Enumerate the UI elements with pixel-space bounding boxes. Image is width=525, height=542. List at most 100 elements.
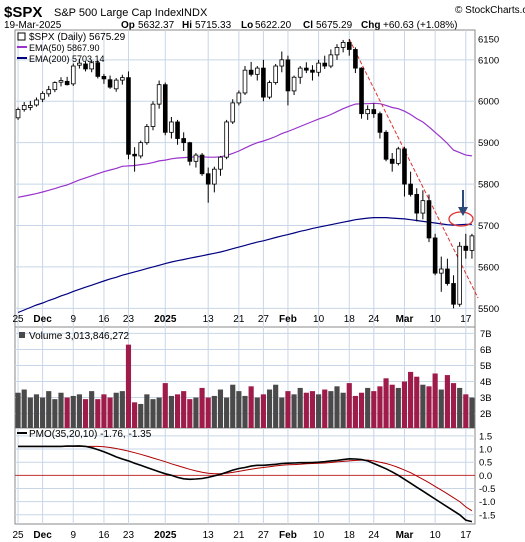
candle-body [230, 102, 236, 123]
candle-body [77, 62, 82, 66]
volume-bar [450, 383, 457, 428]
volume-y-tick: 3B [480, 393, 492, 404]
candle-body [457, 245, 462, 305]
candle-body [181, 138, 186, 144]
pmo-y-tick: 0.5 [479, 458, 492, 469]
legend-volume-swatch [19, 332, 25, 338]
price-y-tick: 6150 [478, 35, 499, 46]
volume-bar [138, 403, 144, 428]
legend-price-swatch [17, 32, 26, 41]
volume-bar [365, 387, 371, 428]
volume-bar [174, 394, 181, 428]
volume-bar [21, 389, 27, 428]
volume-bar [408, 371, 414, 428]
x-tick-label: 27 [258, 314, 270, 325]
price-y-tick: 5500 [478, 304, 499, 315]
volume-bar [285, 391, 291, 428]
x-tick-label: 23 [123, 530, 135, 541]
volume-title: Volume 3,013,846,272 [29, 331, 130, 342]
volume-bar [119, 391, 125, 428]
change-label: Chg [361, 20, 380, 31]
volume-y-tick: 2B [480, 409, 492, 420]
candle-body [218, 156, 223, 170]
volume-bar [162, 383, 168, 428]
candle-body [144, 126, 150, 144]
pmo-y-tick: -1.0 [479, 497, 495, 508]
ticker-symbol: $SPX [4, 4, 42, 21]
candle-body [64, 80, 70, 86]
ema200-line [17, 217, 472, 314]
candle-body [261, 67, 266, 98]
candle-body [21, 104, 27, 110]
x-tick-label: Feb [279, 530, 297, 541]
candle-body [359, 67, 364, 115]
candle-body [120, 77, 125, 81]
volume-bar [76, 394, 82, 428]
candle-body [212, 168, 217, 185]
candle-body [346, 42, 352, 50]
volume-bar [107, 397, 113, 428]
candle-body [138, 142, 144, 157]
watermark: © StockCharts.com [455, 5, 525, 16]
price-candles [15, 38, 479, 314]
candle-body [70, 65, 76, 85]
x-tick-label: 9 [70, 314, 76, 325]
volume-y-tick: 6B [480, 345, 492, 356]
candle-body [469, 235, 475, 251]
x-tick-label: 9 [70, 530, 76, 541]
volume-bar [58, 392, 64, 428]
volume-bar [89, 391, 95, 428]
volume-bar [33, 394, 40, 428]
pmo-y-tick: -0.5 [479, 484, 495, 495]
volume-bar [303, 392, 309, 428]
x-tick-label: Mar [396, 530, 414, 541]
volume-y-tick: 4B [480, 377, 492, 388]
pmo-y-tick: -1.5 [479, 510, 495, 521]
volume-y-tick: 5B [480, 361, 492, 372]
x-tick-label: 24 [368, 530, 380, 541]
candle-body [377, 113, 383, 133]
volume-bar [113, 392, 119, 428]
volume-bar [254, 397, 260, 428]
price-y-tick: 5600 [478, 262, 499, 273]
volume-bar [199, 387, 205, 428]
change-value: +60.63 (+1.08%) [383, 20, 458, 31]
x-tick-label: 13 [203, 314, 215, 325]
legend-ema50: EMA(50) 5867.90 [29, 43, 100, 53]
volume-bar [187, 399, 193, 428]
candle-body [187, 142, 193, 162]
x-tick-label: 23 [123, 314, 135, 325]
x-tick-label: Feb [279, 314, 297, 325]
candle-body [40, 92, 45, 100]
volume-bar [40, 397, 46, 428]
price-y-tick: 5800 [478, 180, 499, 191]
volume-bar [95, 399, 101, 428]
pmo-lines [18, 445, 473, 523]
candle-body [402, 148, 407, 185]
volume-bar [457, 387, 463, 428]
pmo-y-tick: 1.0 [479, 445, 492, 456]
legend-ema200: EMA(200) 5703.14 [29, 54, 105, 64]
volume-bar [377, 386, 383, 428]
volume-bar [346, 383, 352, 428]
legend-price: $SPX (Daily) 5675.29 [29, 32, 126, 43]
y-tick-labels: 5500 5600 5700 5800 5900 6000 6100 6150 2B 3B 4B 5B… [478, 35, 499, 522]
volume-bar [395, 387, 401, 428]
volume-bar [82, 399, 89, 428]
candle-body [162, 84, 168, 133]
x-tick-label: 10 [430, 530, 442, 541]
volume-bar [15, 392, 21, 428]
volume-bar [444, 375, 450, 428]
open-value: 5632.37 [138, 20, 175, 31]
x-tick-label: 17 [460, 530, 472, 541]
volume-bar [70, 395, 76, 428]
volume-bar [322, 389, 328, 428]
candle-body [445, 268, 450, 284]
candle-body [175, 121, 180, 139]
volume-bar [340, 392, 346, 428]
candle-body [310, 69, 315, 73]
candle-body [383, 131, 389, 160]
volume-bar [438, 389, 444, 428]
candle-body [34, 99, 39, 106]
volume-bar [125, 344, 132, 428]
